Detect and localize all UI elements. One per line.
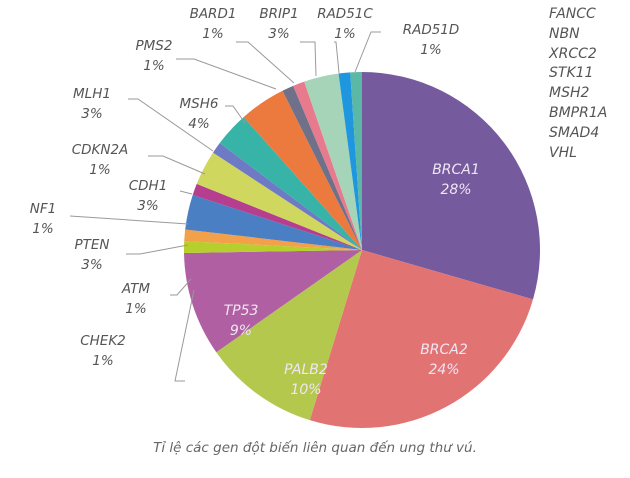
pie-slices	[183, 72, 540, 428]
pie-slice-cdkn2a	[212, 143, 362, 250]
pie-slice-pms2	[282, 85, 362, 250]
pie-slice-brca1	[362, 72, 540, 300]
other-genes-list: FANCC NBN XRCC2 STK11 MSH2 BMPR1A SMAD4 …	[549, 5, 607, 163]
leader-line	[69, 215, 189, 225]
slice-value: 1%	[32, 221, 53, 237]
other-gene: SMAD4	[549, 124, 600, 141]
slice-value: 10%	[290, 382, 321, 398]
slice-value: 1%	[334, 26, 355, 42]
other-gene: STK11	[549, 65, 594, 82]
leader-lines	[69, 31, 381, 382]
leader-line	[128, 98, 214, 152]
slice-label: ATM	[121, 281, 150, 297]
slice-value: 1%	[420, 42, 441, 58]
slice-label: BRIP1	[259, 6, 298, 22]
leader-line	[300, 41, 317, 77]
pie-slice-bard1	[293, 81, 362, 250]
pie-slice-pten	[185, 194, 362, 250]
pie-slice-nf1	[192, 183, 362, 250]
leader-line	[148, 155, 206, 175]
chart-caption: Tỉ lệ các gen đột biến liên quan đến ung…	[153, 440, 477, 456]
leader-line	[126, 244, 189, 255]
slice-label: TP53	[224, 303, 259, 319]
other-gene: BMPR1A	[549, 104, 608, 121]
slice-value: 1%	[143, 58, 164, 74]
slice-label: RAD51D	[403, 22, 460, 38]
slice-value: 28%	[440, 182, 471, 198]
other-gene: VHL	[549, 144, 577, 161]
slice-labels: BRCA1 28% BRCA2 24% PALB2 10% TP53 9% CHEK2 1% ATM…	[30, 6, 480, 398]
slice-label: PMS2	[136, 38, 173, 54]
other-gene: NBN	[549, 25, 580, 42]
slice-value: 1%	[92, 353, 113, 369]
slice-value: 3%	[137, 198, 158, 214]
slice-value: 9%	[230, 323, 252, 339]
slice-value: 4%	[188, 116, 209, 132]
slice-label: PALB2	[284, 362, 328, 378]
slice-label: BARD1	[190, 6, 237, 22]
other-gene: MSH2	[549, 85, 590, 102]
slice-value: 1%	[202, 26, 223, 42]
slice-value: 3%	[81, 257, 102, 273]
pie-slice-rad51d	[350, 72, 362, 250]
leader-line	[334, 41, 340, 74]
leader-line	[176, 58, 277, 90]
pie-slice-mlh1	[219, 117, 362, 250]
pie-slice-palb2	[216, 250, 362, 421]
slice-label: CHEK2	[80, 333, 126, 349]
slice-label: MSH6	[180, 96, 219, 112]
pie-slice-msh6	[243, 90, 362, 251]
other-gene: FANCC	[549, 6, 596, 22]
slice-label: BRCA1	[432, 162, 480, 178]
pie-slice-atm	[184, 229, 362, 250]
leader-line	[225, 105, 246, 124]
slice-label: RAD51C	[317, 6, 373, 22]
leader-line	[170, 278, 192, 296]
slice-value: 3%	[81, 106, 102, 122]
slice-label: CDH1	[129, 178, 168, 194]
pie-slice-brca2	[309, 250, 534, 428]
pie-slice-tp53	[184, 250, 362, 353]
slice-value: 1%	[89, 162, 110, 178]
slice-label: PTEN	[74, 237, 109, 253]
pie-slice-rad51c	[338, 72, 362, 250]
other-gene: XRCC2	[549, 45, 597, 62]
leader-line	[179, 190, 193, 195]
slice-label: CDKN2A	[72, 142, 129, 158]
slice-value: 1%	[125, 301, 146, 317]
leader-line	[354, 31, 381, 73]
slice-label: MLH1	[73, 86, 111, 102]
leader-line	[174, 289, 195, 382]
pie-slice-chek2	[183, 241, 362, 253]
slice-value: 3%	[268, 26, 289, 42]
leader-line	[236, 41, 295, 84]
slice-label: NF1	[30, 201, 56, 217]
slice-value: 24%	[428, 362, 459, 378]
pie-slice-brip1	[304, 73, 362, 250]
pie-slice-cdh1	[196, 152, 362, 250]
slice-label: BRCA2	[420, 342, 468, 358]
